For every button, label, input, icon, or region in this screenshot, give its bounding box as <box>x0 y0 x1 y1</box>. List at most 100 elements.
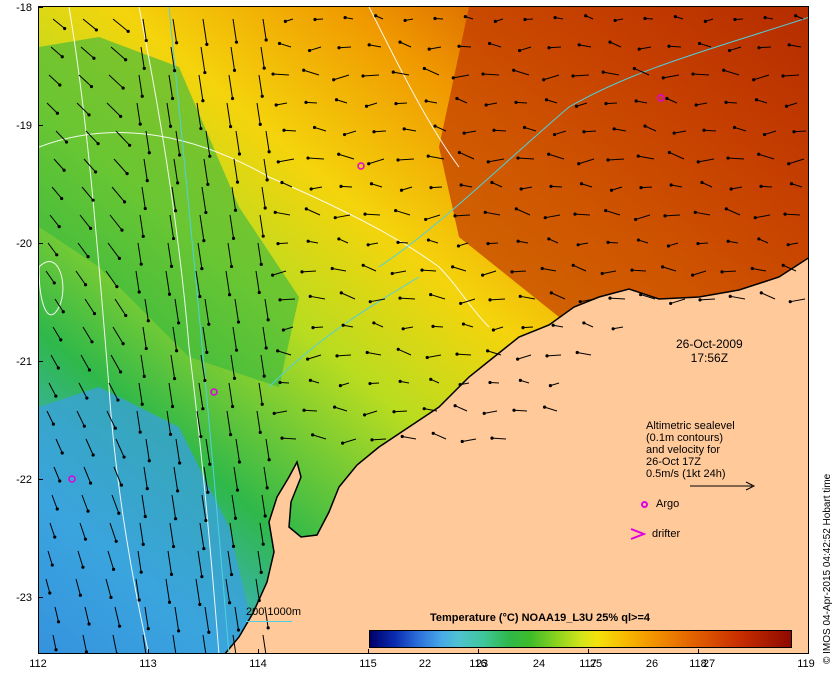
velocity-arrow-head <box>722 68 726 72</box>
velocity-arrow <box>308 240 319 244</box>
velocity-arrow <box>113 158 128 174</box>
velocity-arrow <box>79 214 91 229</box>
velocity-arrow <box>753 74 770 81</box>
velocity-arrow <box>279 42 292 48</box>
velocity-arrow-head <box>547 46 551 50</box>
velocity-arrow-head <box>78 593 82 597</box>
velocity-arrow <box>489 298 506 301</box>
velocity-arrow-head <box>88 481 93 485</box>
velocity-arrow <box>205 130 211 157</box>
velocity-arrow <box>140 46 145 69</box>
velocity-arrow-head <box>147 459 151 463</box>
velocity-arrow <box>488 158 505 163</box>
velocity-arrow <box>613 326 624 330</box>
velocity-arrow <box>669 152 685 160</box>
velocity-arrow-head <box>458 383 462 387</box>
velocity-arrow <box>789 44 802 48</box>
velocity-arrow <box>46 410 54 425</box>
velocity-arrow-head <box>463 15 467 19</box>
velocity-arrow <box>370 298 386 303</box>
velocity-arrow <box>231 494 237 519</box>
velocity-arrow-head <box>259 262 263 266</box>
velocity-arrow <box>105 578 112 598</box>
velocity-arrow-head <box>86 254 90 259</box>
map-panel <box>38 6 809 654</box>
velocity-arrow-head <box>204 518 208 523</box>
velocity-arrow-head <box>571 263 575 267</box>
velocity-arrow-head <box>431 324 435 329</box>
velocity-arrow-head <box>634 99 638 103</box>
velocity-arrow-head <box>545 354 549 358</box>
velocity-arrow <box>639 46 652 50</box>
velocity-arrow-head <box>178 153 182 157</box>
velocity-arrow <box>261 494 266 517</box>
velocity-arrow <box>401 186 413 191</box>
velocity-arrow-head <box>396 240 400 245</box>
velocity-arrow-head <box>258 122 262 127</box>
velocity-arrow <box>734 126 747 132</box>
velocity-arrow <box>115 438 125 458</box>
velocity-arrow <box>464 130 477 134</box>
velocity-arrow-head <box>63 26 67 31</box>
velocity-arrow-head <box>608 296 612 300</box>
velocity-arrow-head <box>115 652 119 653</box>
velocity-arrow-head <box>516 239 520 243</box>
velocity-arrow-head <box>168 432 173 436</box>
velocity-arrow-head <box>577 162 581 166</box>
velocity-arrow <box>309 46 322 52</box>
velocity-arrow <box>275 211 291 216</box>
velocity-arrow-head <box>231 544 236 549</box>
velocity-arrow <box>521 186 533 190</box>
velocity-arrow-head <box>342 132 347 137</box>
velocity-arrow-head <box>372 130 376 134</box>
velocity-arrow-head <box>426 154 430 158</box>
velocity-arrow-head <box>429 377 433 381</box>
velocity-arrow <box>784 213 801 216</box>
velocity-arrow <box>550 185 563 188</box>
velocity-arrow <box>201 186 207 213</box>
velocity-arrow <box>113 466 122 486</box>
velocity-arrow-head <box>87 368 92 372</box>
velocity-arrow <box>281 437 297 440</box>
velocity-arrow <box>307 157 325 160</box>
velocity-arrow <box>196 102 202 129</box>
velocity-arrow <box>139 522 144 545</box>
velocity-arrow <box>546 354 562 357</box>
velocity-arrow-head <box>234 348 239 352</box>
velocity-arrow-head <box>237 152 242 156</box>
velocity-arrow-head <box>198 294 202 299</box>
velocity-arrow <box>638 155 655 160</box>
velocity-arrow-head <box>754 98 759 102</box>
velocity-arrow-head <box>634 217 638 222</box>
velocity-arrow <box>572 74 590 77</box>
velocity-arrow-head <box>672 131 676 135</box>
velocity-arrow-head <box>60 451 64 455</box>
velocity-arrow <box>635 214 651 220</box>
velocity-arrow-head <box>121 342 125 346</box>
velocity-arrow-head <box>339 184 343 188</box>
x-tick-label: 117 <box>579 658 597 670</box>
velocity-arrow-head <box>232 68 237 72</box>
velocity-arrow <box>226 410 232 435</box>
velocity-arrow-head <box>337 152 341 156</box>
velocity-arrow <box>165 578 171 603</box>
velocity-arrow <box>367 352 382 356</box>
velocity-arrow-head <box>453 214 457 218</box>
velocity-arrow-head <box>142 66 146 71</box>
velocity-arrow-head <box>365 350 369 355</box>
velocity-arrow-head <box>96 142 100 146</box>
velocity-arrow-head <box>488 298 492 302</box>
velocity-arrow-head <box>639 292 643 297</box>
velocity-arrow <box>730 295 746 300</box>
velocity-arrow <box>791 183 803 188</box>
velocity-arrow-head <box>205 42 209 47</box>
velocity-arrow <box>607 241 619 244</box>
velocity-arrow-head <box>396 158 400 162</box>
velocity-arrow <box>168 382 174 407</box>
velocity-arrow <box>456 353 472 356</box>
velocity-arrow <box>47 550 53 566</box>
velocity-arrow <box>137 242 142 265</box>
velocity-arrow-head <box>146 627 150 631</box>
velocity-arrow <box>609 41 622 48</box>
velocity-arrow-head <box>82 424 86 428</box>
